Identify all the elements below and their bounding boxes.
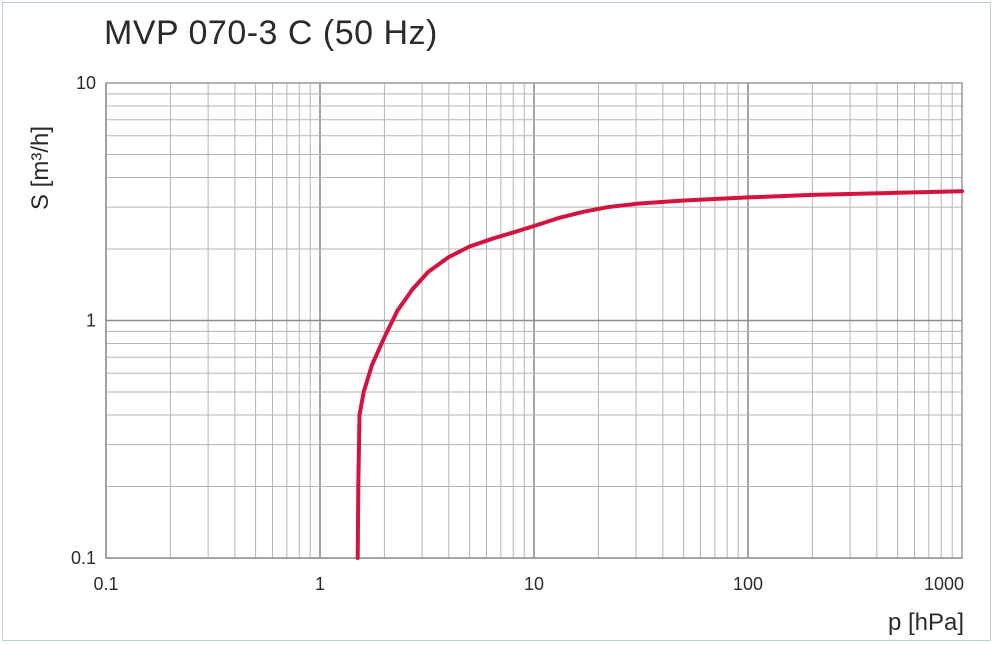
x-axis-label: p [hPa] <box>888 609 964 636</box>
x-tick-label: 1000 <box>924 574 964 594</box>
x-tick-label: 0.1 <box>93 574 118 594</box>
y-axis-label: S [m³/h] <box>27 126 54 210</box>
x-tick-label: 1 <box>315 574 325 594</box>
series-line <box>355 189 964 560</box>
plot-border <box>105 82 963 559</box>
y-tick-labels: 0.1 1 10 <box>71 73 96 568</box>
x-tick-label: 10 <box>524 574 544 594</box>
y-tick-label: 0.1 <box>71 548 96 568</box>
x-tick-labels: 0.1 1 10 100 1000 <box>93 574 964 594</box>
grid-lines <box>105 83 962 559</box>
y-tick-label: 10 <box>76 73 96 93</box>
x-tick-label: 100 <box>733 574 763 594</box>
chart-title: MVP 070-3 C (50 Hz) <box>104 14 438 52</box>
y-tick-label: 1 <box>86 311 96 331</box>
